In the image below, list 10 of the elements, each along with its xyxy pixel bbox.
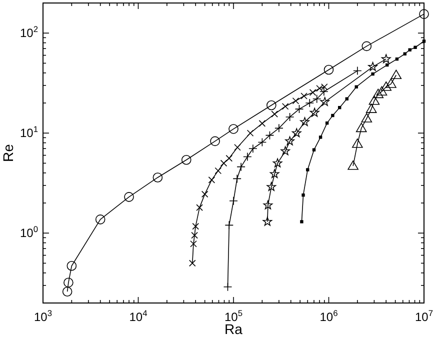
x-tick-label: 10$^{3}$ bbox=[34, 308, 52, 324]
y-axis-title: Re bbox=[0, 144, 16, 162]
y-tick-label: 10$^{2}$ bbox=[20, 24, 38, 40]
x-tick-label: 10$^{7}$ bbox=[414, 308, 434, 324]
y-tick-label: 10$^{1}$ bbox=[20, 124, 38, 140]
x-tick-label: 10$^{6}$ bbox=[320, 308, 338, 324]
x-tick-label: 10$^{4}$ bbox=[129, 308, 148, 324]
y-tick-label: 10$^{0}$ bbox=[20, 224, 38, 240]
x-axis-title: Ra bbox=[224, 321, 243, 337]
x-tick-label: 10$^{5}$ bbox=[224, 308, 243, 324]
